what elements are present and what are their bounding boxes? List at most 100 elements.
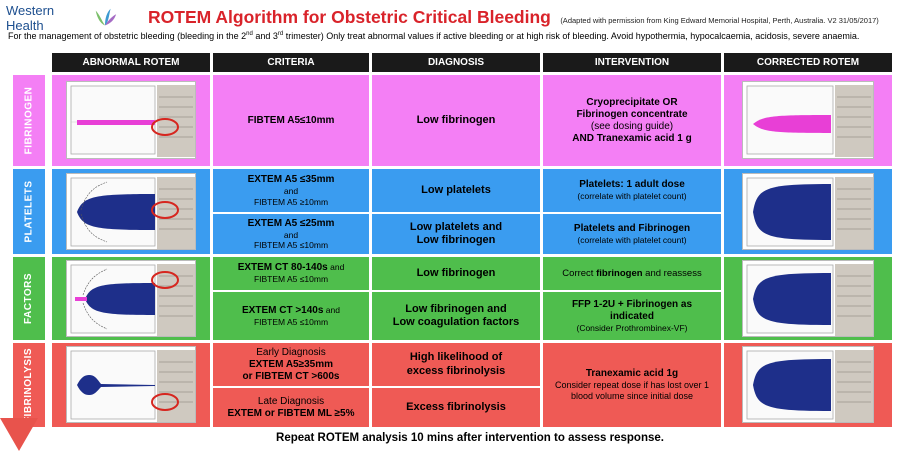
criteria-fibrinolysis-2: Late Diagnosis EXTEM or FIBTEM ML ≥5% [213,388,369,427]
rotem-trace-image [742,81,874,159]
subtitle-sup2: rd [277,31,284,37]
rotem-trace-image [66,260,196,337]
corrected-rotem-platelets [724,169,892,254]
rotem-trace-image [66,81,196,159]
intervention-platelets-2-line1: Platelets and Fibrinogen [573,222,691,234]
diagnosis-fibrinolysis-1-line2: excess fibrinolysis [406,364,506,377]
criteria-fibrinogen: FIBTEM A5≤10mm [213,75,369,166]
intervention-platelets-2-line2: (correlate with platelet count) [577,234,687,245]
intervention-factors-2-line2: indicated [610,310,654,322]
fibrinolysis-abnormal-trace [70,350,195,422]
rotem-trace-image [66,346,196,423]
intervention-fibrinogen: Cryoprecipitate OR Fibrinogen concentrat… [543,75,721,166]
criteria-platelets-2-line1: EXTEM A5 ≤25mm [247,217,335,229]
corrected-rotem-fibrinolysis [724,343,892,427]
row-label-platelets: PLATELETS [13,169,45,254]
abnormal-rotem-platelets [52,169,210,254]
rotem-trace-image [742,260,874,337]
platelets-abnormal-trace [70,177,195,249]
intervention-factors-1: Correct fibrinogen and reassess [543,257,721,290]
intervention-fibrinogen-line2: Fibrinogen concentrate [576,108,688,120]
header-intervention: INTERVENTION [543,53,721,72]
intervention-factors-1-pre: Correct [562,267,597,279]
logo-text: Western Health [6,3,55,33]
criteria-platelets-2-and: and [283,229,299,240]
factors-corrected-trace [746,264,873,336]
header-diagnosis: DIAGNOSIS [372,53,540,72]
diagnosis-fibrinolysis-2: Excess fibrinolysis [372,388,540,427]
header-corrected-rotem: CORRECTED ROTEM [724,53,892,72]
fibrinolysis-label: FIBRINOLYSIS [23,347,35,423]
platelets-label: PLATELETS [23,180,35,243]
intervention-factors-2: FFP 1-2U + Fibrinogen as indicated (Cons… [543,292,721,340]
intervention-factors-2-line3: (Consider Prothrombinex-VF) [576,322,688,333]
corrected-rotem-factors [724,257,892,340]
criteria-factors-1-line2: FIBTEM A5 ≤10mm [253,274,329,285]
criteria-platelets-1-and: and [283,186,299,197]
fibrinogen-abnormal-trace [70,85,195,157]
criteria-factors-1-line1: EXTEM CT 80-140s [237,262,328,274]
criteria-factors-2: EXTEM CT >140s and FIBTEM A5 ≤10mm [213,292,369,340]
criteria-fibrinogen-text: FIBTEM A5≤10mm [247,114,335,126]
intervention-factors-1-bold: fibrinogen [596,267,643,279]
platelets-corrected-trace [746,177,873,249]
criteria-factors-2-line1: EXTEM CT >140s [242,304,324,316]
factors-abnormal-trace [70,264,195,336]
fibrinogen-corrected-trace [746,85,873,157]
rotem-trace-image [66,173,196,250]
diagnosis-fibrinogen: Low fibrinogen [372,75,540,166]
leaf-icon [95,8,117,26]
intervention-fibrinolysis-line1: Tranexamic acid 1g [585,368,679,380]
arrow-down-icon [0,418,38,451]
intervention-fibrinogen-line4: AND Tranexamic acid 1 g [572,132,692,144]
diagnosis-platelets-2-line1: Low platelets and [409,220,503,233]
row-label-factors: FACTORS [13,257,45,340]
diagnosis-fibrinolysis-1: High likelihood of excess fibrinolysis [372,343,540,386]
diagnosis-platelets-1-text: Low platelets [421,183,491,196]
western-health-logo: Western Health [6,3,118,33]
abnormal-rotem-fibrinogen [52,75,210,166]
footer-note: Repeat ROTEM analysis 10 mins after inte… [276,432,664,444]
fibrinogen-label: FIBRINOGEN [23,86,35,155]
rotem-trace-image [742,346,874,423]
criteria-fibrinolysis-1-line3: or FIBTEM CT >600s [242,370,340,382]
intervention-fibrinogen-line3: (see dosing guide) [590,120,674,132]
criteria-platelets-2-line2: FIBTEM A5 ≤10mm [253,240,329,250]
intervention-fibrinogen-line1: Cryoprecipitate OR [586,96,678,108]
diagnosis-factors-2-line1: Low fibrinogen and [405,302,507,315]
fibrinolysis-corrected-trace [746,350,873,422]
header-abnormal-rotem: ABNORMAL ROTEM [52,53,210,72]
abnormal-rotem-fibrinolysis [52,343,210,427]
intervention-platelets-2: Platelets and Fibrinogen (correlate with… [543,214,721,254]
criteria-fibrinolysis-2-line2: EXTEM or FIBTEM ML ≥5% [227,407,355,419]
intervention-platelets-1-line1: Platelets: 1 adult dose [579,179,685,191]
adapted-note: (Adapted with permission from King Edwar… [560,16,879,25]
intervention-factors-1-post: and reassess [642,267,702,279]
rotem-trace-image [742,173,874,250]
intervention-factors-2-line1: FFP 1-2U + Fibrinogen as [571,298,693,310]
diagnosis-factors-2: Low fibrinogen and Low coagulation facto… [372,292,540,340]
diagnosis-factors-1-text: Low fibrinogen [416,266,496,279]
header-criteria: CRITERIA [213,53,369,72]
criteria-factors-2-line2: FIBTEM A5 ≤10mm [253,316,329,327]
subtitle-part2: and 3 [252,31,278,41]
row-label-fibrinogen: FIBRINOGEN [13,75,45,166]
criteria-factors-1: EXTEM CT 80-140s and FIBTEM A5 ≤10mm [213,257,369,290]
intervention-fibrinolysis-line2: Consider repeat dose if has lost over 1 [554,380,710,391]
criteria-fibrinolysis-2-line1: Late Diagnosis [257,395,325,407]
intervention-fibrinolysis-line3: blood volume since initial dose [570,391,694,401]
criteria-factors-1-and: and [330,262,345,273]
diagnosis-factors-1: Low fibrinogen [372,257,540,290]
criteria-factors-2-and: and [325,304,340,315]
diagnosis-factors-2-line2: Low coagulation factors [392,316,520,328]
corrected-rotem-fibrinogen [724,75,892,166]
diagnosis-fibrinolysis-1-line1: High likelihood of [409,351,503,364]
criteria-fibrinolysis-1-line1: Early Diagnosis [256,346,326,358]
criteria-platelets-1: EXTEM A5 ≤35mm and FIBTEM A5 ≥10mm [213,169,369,212]
intervention-platelets-1-line2: (correlate with platelet count) [577,191,687,202]
factors-label: FACTORS [23,272,35,325]
title-row: ROTEM Algorithm for Obstetric Critical B… [148,7,898,29]
page-title: ROTEM Algorithm for Obstetric Critical B… [148,7,551,27]
criteria-platelets-1-line2: FIBTEM A5 ≥10mm [253,196,329,207]
criteria-platelets-2: EXTEM A5 ≤25mm and FIBTEM A5 ≤10mm [213,214,369,254]
